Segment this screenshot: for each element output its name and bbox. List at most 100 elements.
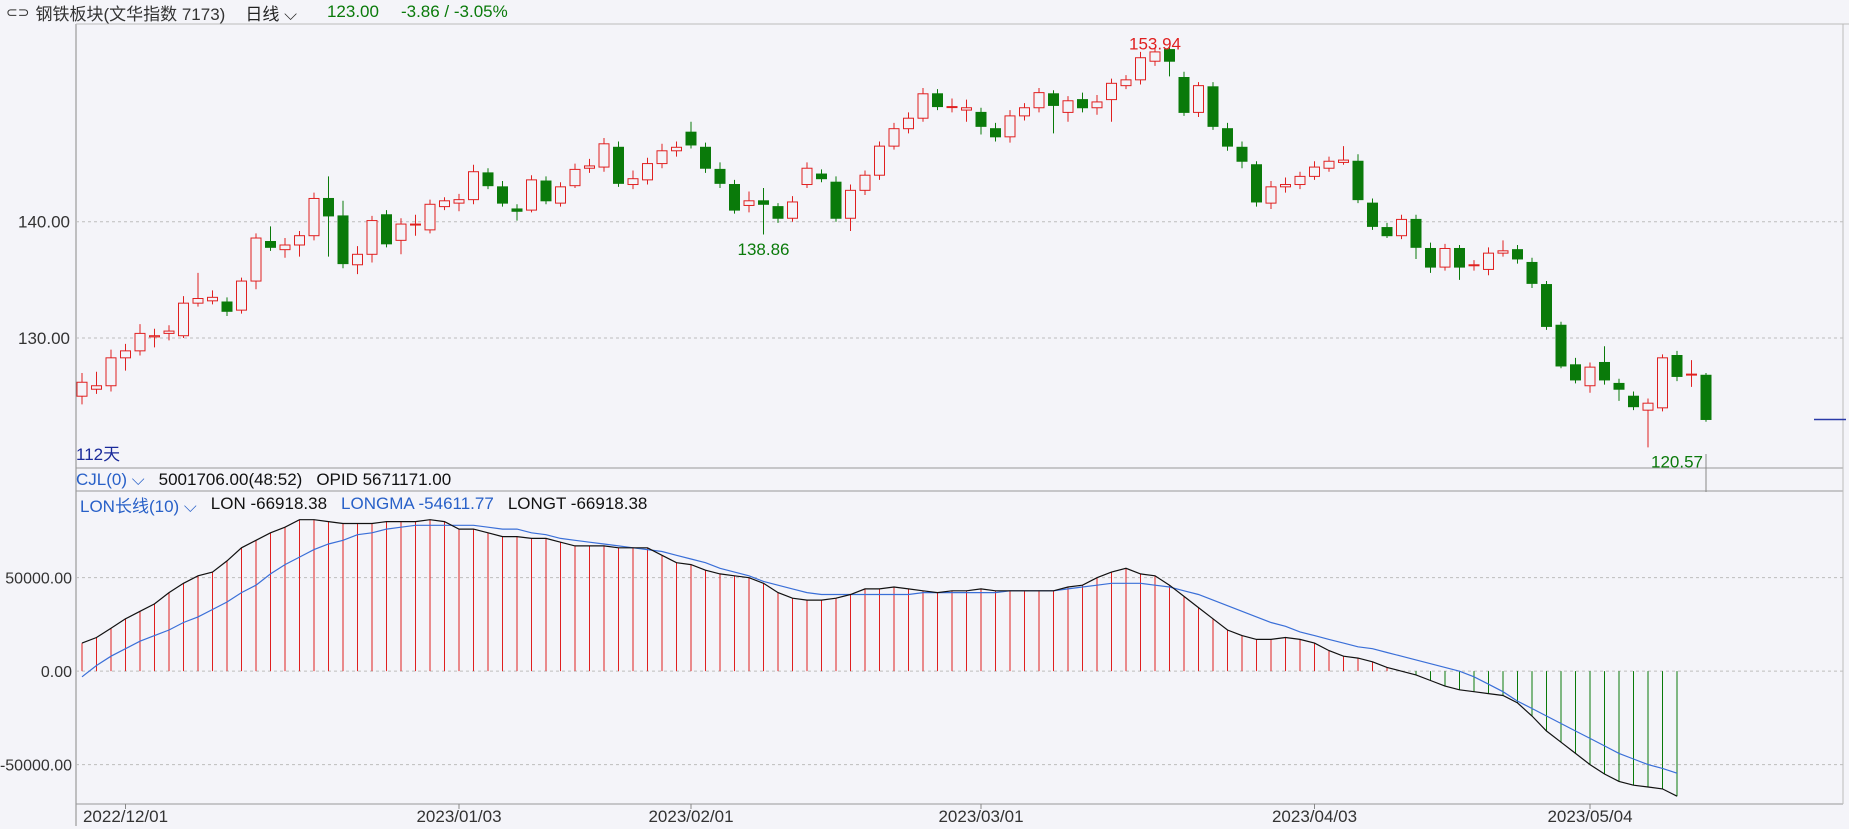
y-tick-label: 0.00 [41,664,72,681]
x-tick-label: 2023/02/01 [648,807,733,826]
candle-body [149,335,160,338]
candle-body [178,302,189,337]
candle-body [1657,357,1668,409]
candle-body [642,163,653,181]
candle-body [439,200,450,208]
candle-body [192,298,204,304]
candle-body [1497,250,1509,254]
candle-body [1439,247,1451,268]
cjl-label: CJL(0) [76,470,128,489]
last-price: 123.00 [326,2,379,21]
candle-body [584,165,595,169]
candle-body [1091,101,1103,109]
x-tick-label: 2023/03/01 [938,807,1023,826]
chevron-down-icon: ⌵ [279,4,297,24]
candle-body [1120,79,1132,87]
candle-body [975,111,987,127]
candle-body [671,146,682,152]
candle-body [1468,264,1480,267]
candle-body [1642,402,1654,411]
opid-values: OPID 5671171.00 [316,470,452,489]
chevron-down-icon: ⌵ [179,496,197,516]
candle-body [511,208,523,212]
candle-body [1483,252,1494,270]
candle-body [453,199,465,204]
candle-body [526,179,537,211]
lon-value: LON -66918.38 [210,494,328,513]
candle-body [1149,51,1161,62]
cjl-selector[interactable]: CJL(0) ⌵ [76,470,145,490]
candle-body [700,146,711,169]
candle-body [613,146,624,184]
header-bar: ⊂⊃ 钢铁板块(文华指数 7173) 日线 ⌵ 123.00 -3.86 / -… [0,0,1849,24]
candle-body [482,172,494,187]
x-tick-label: 2022/12/01 [83,807,168,826]
y-tick-label: -50000.00 [0,758,72,775]
candle-body [1338,159,1349,163]
candle-body [91,385,102,390]
candle-body [598,143,610,168]
candle-body [1135,57,1146,81]
cjl-values: 5001706.00(48:52) [158,470,303,489]
y-tick-label: 50000.00 [5,571,72,588]
candle-body [569,168,581,187]
candle-body [743,200,755,206]
candle-body [801,167,813,186]
candle-body [381,214,392,245]
x-tick-label: 2023/05/04 [1547,807,1632,826]
candle-body [105,357,117,387]
candle-body [120,350,131,359]
link-icon[interactable]: ⊂⊃ [6,3,30,20]
candle-body [1410,218,1422,248]
candle-body [1236,146,1248,162]
candle-body [1178,77,1190,113]
candle-body [1512,249,1523,260]
longma-value: LONGMA -54611.77 [341,494,494,513]
candle-body [946,106,958,109]
candle-body [1222,128,1233,147]
candle-body [1265,186,1277,204]
x-tick-label: 2023/04/03 [1272,807,1357,826]
candle-body [1555,324,1567,367]
candle-body [250,237,262,282]
candle-body [468,171,479,201]
candle-body [888,128,900,147]
candle-body [1628,395,1639,408]
candle-body [1077,99,1088,109]
candle-body [76,381,88,397]
instrument-name: 钢铁板块(文华指数 7173) [35,4,226,24]
chevron-down-icon: ⌵ [127,470,145,489]
extreme-price-label: 120.57 [1651,453,1703,472]
candle-body [1541,284,1552,327]
candle-body [874,145,885,176]
candle-body [656,150,668,165]
candle-body [1454,247,1465,268]
candle-body [207,296,218,302]
candle-body [932,93,943,108]
candle-body [1323,160,1335,169]
candle-body [758,200,769,205]
candle-body [1309,166,1320,177]
extreme-price-label: 153.94 [1129,35,1181,54]
candle-body [917,93,929,119]
candle-body [352,253,363,266]
candle-body [555,186,566,204]
period-selector[interactable]: 日线 ⌵ [245,0,297,25]
candle-body [787,201,798,219]
candle-body [859,174,871,191]
candle-body [1584,366,1596,387]
candle-body [1570,364,1581,381]
x-tick-label: 2023/01/03 [416,807,501,826]
candle-body [714,168,726,184]
price-change: -3.86 / -3.05% [400,2,508,21]
candle-body [627,178,639,186]
candle-body [685,131,697,146]
candle-body [816,173,827,180]
lon-selector[interactable]: LON长线(10) ⌵ [80,492,197,517]
candle-body [1004,115,1016,138]
lon-line [81,519,1678,797]
candle-body [1599,361,1610,381]
candle-body [1396,218,1407,237]
candle-body [830,181,842,219]
